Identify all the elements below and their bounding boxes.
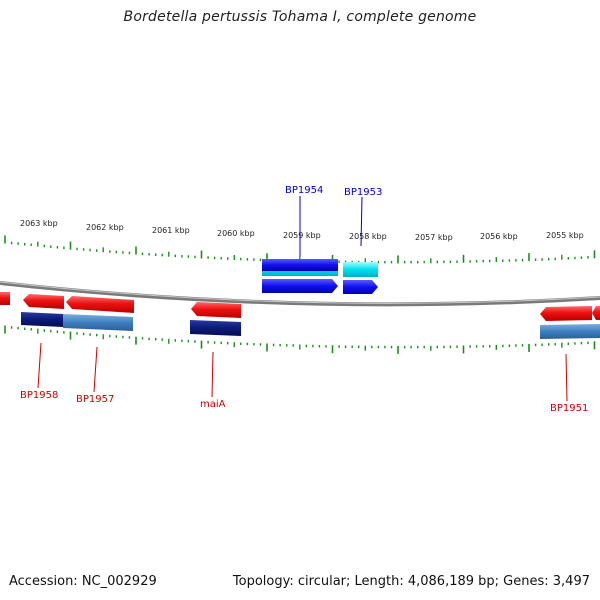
leader-line-bp1953 — [360, 196, 363, 247]
scale-labels: 2063 kbp 2062 kbp 2061 kbp 2060 kbp 2059… — [20, 219, 584, 242]
genome-backbone-highlight — [0, 281, 600, 304]
scale-label: 2055 kbp — [546, 231, 584, 240]
gene-feature-red[interactable] — [0, 292, 10, 305]
scale-label: 2063 kbp — [20, 219, 58, 228]
scale-label: 2061 kbp — [152, 226, 190, 235]
genome-backbone — [0, 281, 600, 307]
gene-label-bp1951[interactable]: BP1951 — [550, 403, 588, 414]
gene-label-bp1958[interactable]: BP1958 — [20, 390, 58, 401]
gene-feature-maia[interactable] — [190, 320, 241, 336]
forward-features — [262, 259, 378, 294]
gene-feature-red[interactable] — [191, 302, 241, 318]
gene-label-bp1954[interactable]: BP1954 — [285, 185, 323, 196]
leader-line-bp1957 — [93, 346, 98, 393]
gene-feature-bp1954-arrow[interactable] — [262, 279, 338, 293]
gene-feature-bp1957[interactable] — [63, 314, 133, 331]
gene-feature-bp1954[interactable] — [262, 259, 338, 271]
genome-summary-text: Topology: circular; Length: 4,086,189 bp… — [232, 574, 590, 589]
reverse-features — [0, 292, 600, 339]
gene-feature-red[interactable] — [66, 296, 134, 313]
scale-label: 2057 kbp — [415, 233, 453, 242]
gene-feature-red[interactable] — [540, 306, 592, 321]
leader-line-maia — [211, 351, 214, 398]
scale-label: 2059 kbp — [283, 231, 321, 240]
gene-feature-red[interactable] — [592, 306, 600, 320]
label-leader-lines — [37, 196, 568, 402]
gene-feature-bp1953-arrow[interactable] — [343, 280, 378, 294]
scale-label: 2060 kbp — [217, 229, 255, 238]
map-title: Bordetella pertussis Tohama I, complete … — [123, 9, 477, 25]
gene-feature-bp1951[interactable] — [540, 324, 600, 339]
gene-labels: BP1954 BP1953 BP1958 BP1957 maiA BP1951 — [20, 185, 588, 414]
scale-ticks-inner — [4, 325, 596, 354]
accession-text: Accession: NC_002929 — [9, 574, 157, 589]
gene-label-bp1957[interactable]: BP1957 — [76, 394, 114, 405]
gene-feature-red[interactable] — [23, 294, 64, 309]
leader-line-bp1958 — [37, 342, 42, 389]
gene-feature-bp1953-cyan[interactable] — [343, 262, 378, 277]
gene-label-maia[interactable]: maiA — [200, 399, 226, 410]
scale-label: 2058 kbp — [349, 232, 387, 241]
scale-label: 2056 kbp — [480, 232, 518, 241]
gene-feature-bp1958[interactable] — [21, 312, 63, 327]
leader-line-bp1951 — [565, 353, 568, 402]
scale-label: 2062 kbp — [86, 223, 124, 232]
gene-label-bp1953[interactable]: BP1953 — [344, 187, 382, 198]
